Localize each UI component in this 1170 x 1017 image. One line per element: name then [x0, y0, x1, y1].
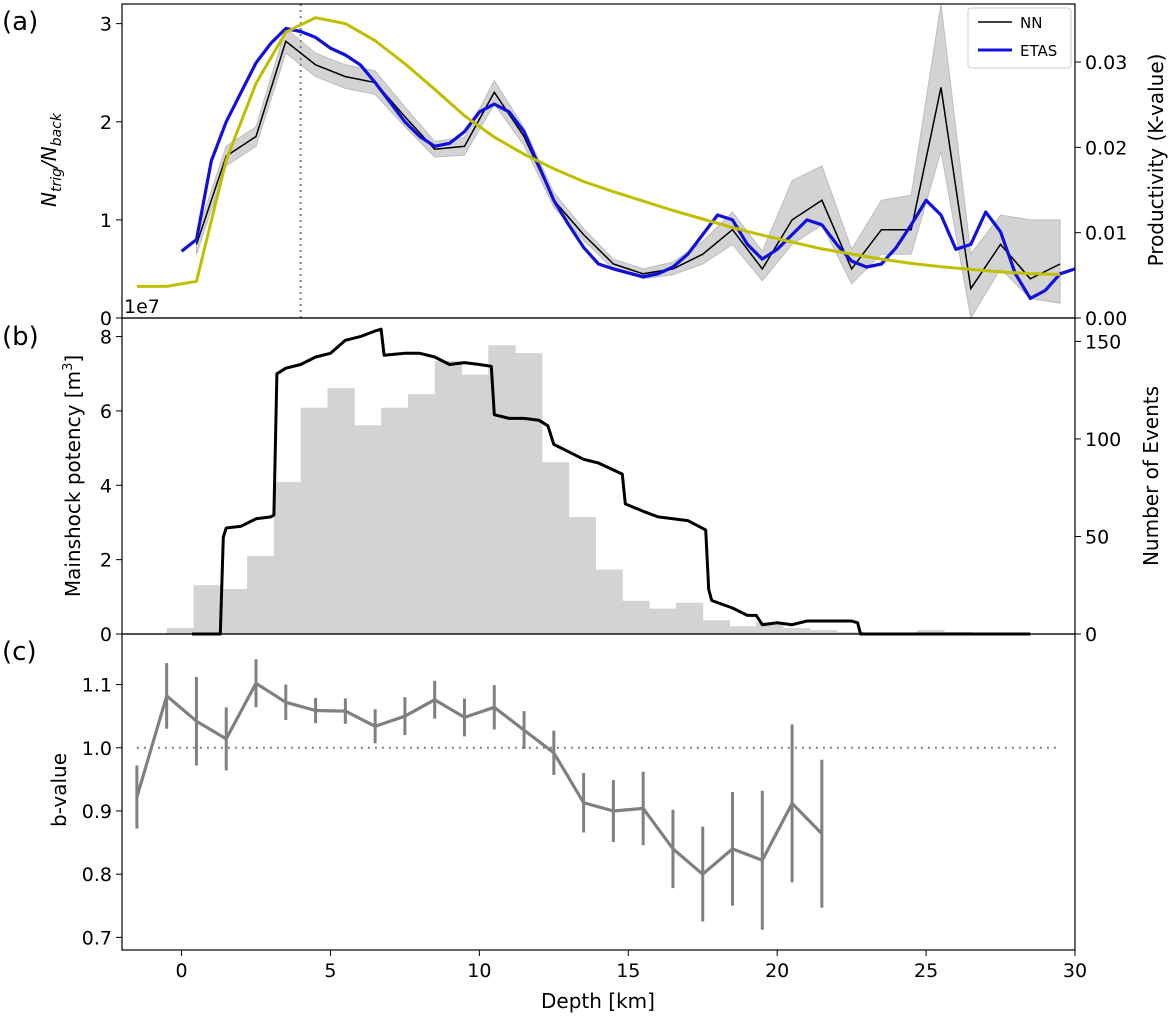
productivity-series-line	[136, 16, 1061, 288]
panel-b-y-label-sup: 3	[61, 363, 76, 371]
nn-series-line	[195, 40, 1061, 291]
panel-b-y-label-end: ]	[61, 355, 85, 363]
event-histogram-bar	[568, 517, 596, 634]
panel-b-y2-tick-label: 100	[1085, 429, 1121, 451]
panel-c: 0.7 0.8 0.9 1.0 1.1 0 5 10 15 20 25 30 (c) b-value…	[2, 633, 1087, 1013]
panel-a-letter: (a)	[2, 7, 38, 37]
panel-c-y-label: b-value	[47, 753, 71, 827]
panel-a-y-tick-label: 1	[100, 210, 112, 232]
event-histogram-bar	[381, 407, 409, 634]
panel-a-y-label-mid: /N	[37, 146, 61, 170]
panel-b-right-axis: 0 50 100 150	[1075, 331, 1121, 646]
event-histogram-bar	[407, 394, 436, 634]
x-tick-label: 25	[914, 960, 938, 982]
panel-b-y2-tick-label: 0	[1085, 624, 1097, 646]
panel-b-y-label: Mainshock potency [m3]	[61, 355, 85, 597]
b-value-line	[135, 681, 824, 876]
panel-b-y-tick-label: 0	[100, 624, 112, 646]
panel-b-y2-label: Number of Events	[1139, 386, 1163, 566]
panel-b-y-tick-label: 2	[100, 550, 112, 572]
panel-c-y-tick-label: 1.0	[82, 738, 112, 760]
event-histogram-bar	[273, 481, 302, 634]
panel-a-y2-tick-label: 0.01	[1085, 223, 1127, 245]
legend-nn-label: NN	[1020, 14, 1042, 32]
panel-b-left-axis: 0 2 4 6 8	[100, 327, 122, 646]
event-histogram-bar	[702, 620, 730, 634]
event-histogram-bar	[354, 425, 382, 634]
panel-b-letter: (b)	[2, 322, 39, 352]
panel-c-frame	[121, 633, 1076, 951]
event-histogram-bar	[836, 632, 865, 634]
x-tick-label: 30	[1063, 960, 1087, 982]
event-histogram-bar	[300, 407, 328, 634]
x-axis: 0 5 10 15 20 25 30	[176, 950, 1087, 982]
legend-box	[967, 7, 1072, 69]
etas-series-line	[180, 26, 1076, 300]
event-histogram-bar	[327, 388, 355, 634]
panel-a-y-label: Ntrig/Nback	[37, 112, 65, 207]
panel-a-right-axis: 0.00 0.01 0.02 0.03	[1075, 52, 1127, 330]
event-histogram-bar	[166, 628, 194, 634]
panel-b-y2-tick-label: 50	[1085, 526, 1109, 548]
panel-c-y-tick-label: 0.9	[82, 801, 112, 823]
panel-c-y-tick-label: 0.7	[82, 927, 112, 949]
panel-a: 0 1 2 3 0.00 0.01 0.02 0.03 (a) 1e7 Ntrig/Nbac…	[2, 3, 1168, 330]
panel-c-y-tick-label: 0.8	[82, 864, 112, 886]
x-tick-label: 0	[176, 960, 188, 982]
panel-a-y2-tick-label: 0.02	[1085, 137, 1127, 159]
legend-etas-label: ETAS	[1020, 42, 1057, 60]
panel-b: 0 2 4 6 8 0 50 100 150 (b) Mainshock potency [m…	[2, 317, 1163, 646]
panel-a-y2-label: Productivity (K-value)	[1144, 54, 1168, 267]
x-tick-label: 15	[616, 960, 640, 982]
panel-b-plot-area	[166, 327, 1031, 636]
panel-b-y2-tick-label: 150	[1085, 331, 1121, 353]
panel-a-y-label-sub2: back	[49, 112, 65, 146]
panel-c-letter: (c)	[2, 637, 37, 667]
panel-a-offset-label: 1e7	[124, 296, 160, 318]
event-histogram-bar	[622, 600, 650, 634]
event-histogram-bar	[729, 626, 757, 634]
panel-a-y-tick-label: 0	[100, 308, 112, 330]
x-axis-label: Depth [km]	[541, 989, 655, 1013]
nn-uncertainty-band	[196, 3, 1061, 320]
mainshock-potency-line	[192, 327, 1031, 636]
event-histogram-bar	[675, 602, 704, 634]
panel-a-y2-tick-label: 0.03	[1085, 52, 1127, 74]
event-histogram-bar	[220, 589, 248, 634]
event-histogram-bar	[649, 608, 677, 634]
event-histogram-bar	[193, 585, 221, 634]
event-histogram-bar	[541, 462, 570, 634]
legend: NN ETAS	[967, 7, 1072, 69]
panel-b-y-label-main: Mainshock potency [m	[61, 371, 85, 597]
panel-a-y-tick-label: 2	[100, 112, 112, 134]
panel-a-y-label-sub1: trig	[49, 168, 65, 192]
panel-b-y-tick-label: 8	[100, 327, 112, 349]
panel-a-y-label-n: N	[37, 192, 61, 207]
panel-a-left-axis: 0 1 2 3	[100, 14, 122, 330]
x-tick-label: 5	[324, 960, 336, 982]
x-tick-label: 10	[467, 960, 491, 982]
event-histogram-bar	[595, 569, 623, 634]
panel-b-y-tick-label: 6	[100, 401, 112, 423]
panel-a-y2-tick-label: 0.00	[1085, 308, 1127, 330]
panel-c-left-axis: 0.7 0.8 0.9 1.0 1.1	[82, 675, 122, 949]
x-tick-label: 20	[765, 960, 789, 982]
event-histogram-bar	[756, 622, 784, 634]
panel-a-y-tick-label: 3	[100, 14, 112, 36]
panel-a-plot-area	[136, 3, 1076, 320]
panel-c-y-tick-label: 1.1	[82, 675, 112, 697]
event-histogram-bar	[917, 630, 945, 634]
event-histogram-bar	[434, 360, 462, 634]
event-histogram-bar	[461, 374, 489, 634]
event-histogram-bar	[809, 630, 838, 634]
event-histogram-bar	[783, 628, 811, 634]
event-histogram-bar	[247, 556, 275, 634]
panel-b-y-tick-label: 4	[100, 475, 112, 497]
panel-c-plot-area	[135, 659, 1061, 930]
event-histogram-bar	[515, 353, 543, 634]
